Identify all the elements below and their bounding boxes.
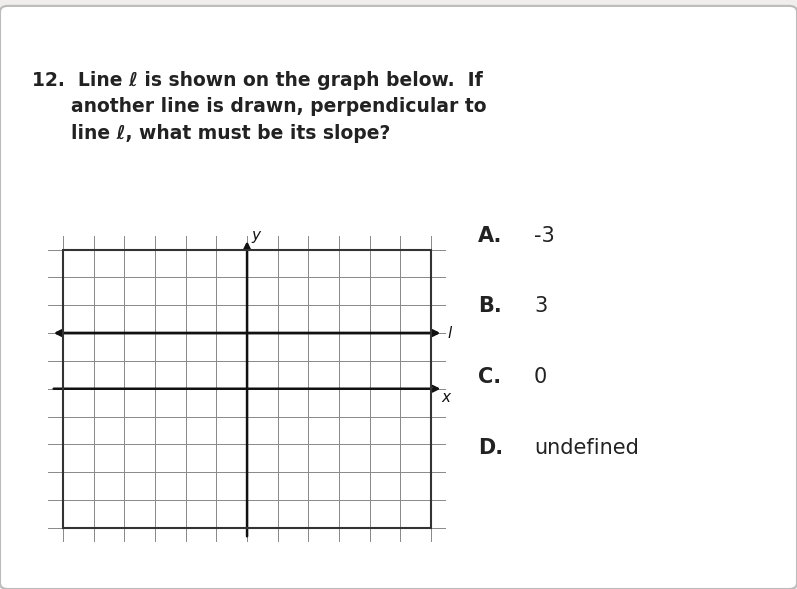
Text: y: y [252,228,261,243]
Text: A.: A. [478,226,503,246]
Text: B.: B. [478,296,502,316]
Text: 3: 3 [534,296,548,316]
Text: -3: -3 [534,226,555,246]
FancyBboxPatch shape [0,6,797,589]
Text: 0: 0 [534,367,548,387]
Text: 12.  Line ℓ is shown on the graph below.  If
      another line is drawn, perpen: 12. Line ℓ is shown on the graph below. … [32,71,486,143]
Text: l: l [448,326,452,340]
Text: C.: C. [478,367,501,387]
Text: undefined: undefined [534,438,639,458]
Text: D.: D. [478,438,504,458]
Text: x: x [442,389,451,405]
